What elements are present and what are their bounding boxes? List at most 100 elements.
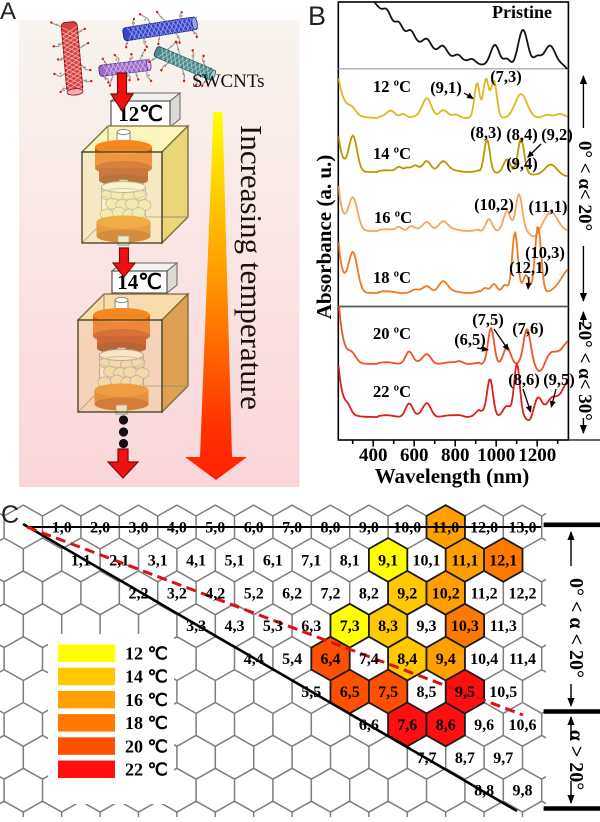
svg-text:Absorbance (a. u.): Absorbance (a. u.) [312, 155, 336, 320]
svg-text:600: 600 [400, 445, 429, 466]
svg-text:20 ℃: 20 ℃ [125, 736, 168, 756]
svg-text:10,3: 10,3 [451, 618, 479, 635]
svg-text:16 ºC: 16 ºC [374, 208, 412, 227]
svg-text:(9,4): (9,4) [506, 154, 538, 173]
svg-text:8,5: 8,5 [417, 684, 437, 701]
svg-text:(10,2): (10,2) [474, 195, 514, 214]
svg-text:(7,6): (7,6) [512, 319, 544, 338]
svg-text:9,8: 9,8 [513, 783, 533, 800]
svg-text:(7,5): (7,5) [472, 310, 504, 329]
svg-text:1,1: 1,1 [71, 552, 91, 569]
svg-text:1,0: 1,0 [52, 520, 72, 537]
svg-text:SWCNTs: SWCNTs [192, 71, 265, 92]
svg-text:7,2: 7,2 [321, 585, 341, 602]
svg-text:(11,1): (11,1) [529, 197, 568, 216]
svg-text:12 ºC: 12 ºC [373, 77, 411, 96]
svg-text:800: 800 [441, 445, 470, 466]
svg-text:8,7: 8,7 [455, 750, 475, 767]
svg-text:12,2: 12,2 [509, 585, 537, 602]
svg-text:9,0: 9,0 [359, 520, 379, 537]
svg-text:8,8: 8,8 [474, 783, 494, 800]
svg-text:1000: 1000 [477, 445, 515, 466]
svg-text:10,4: 10,4 [470, 651, 498, 668]
svg-text:9,3: 9,3 [417, 618, 437, 635]
svg-text:18 ℃: 18 ℃ [125, 713, 168, 733]
svg-text:11,0: 11,0 [432, 520, 459, 537]
svg-text:6,3: 6,3 [301, 618, 321, 635]
svg-text:6,2: 6,2 [282, 585, 302, 602]
svg-text:11,1: 11,1 [451, 552, 478, 569]
svg-text:10,5: 10,5 [489, 684, 517, 701]
svg-text:11,2: 11,2 [471, 585, 498, 602]
svg-text:4,1: 4,1 [186, 552, 206, 569]
svg-text:3,3: 3,3 [186, 618, 206, 635]
svg-text:7,1: 7,1 [301, 552, 321, 569]
svg-text:9,7: 9,7 [493, 750, 513, 767]
svg-text:3,1: 3,1 [148, 552, 168, 569]
svg-text:5,5: 5,5 [301, 684, 321, 701]
svg-text:14 ℃: 14 ℃ [125, 667, 168, 687]
svg-text:(8,6): (8,6) [508, 370, 540, 389]
svg-text:9,2: 9,2 [397, 585, 417, 602]
svg-text:8,3: 8,3 [378, 618, 398, 635]
svg-text:5,1: 5,1 [225, 552, 245, 569]
svg-text:8,4: 8,4 [397, 651, 417, 668]
svg-text:6,0: 6,0 [244, 520, 264, 537]
svg-text:5,3: 5,3 [263, 618, 283, 635]
svg-text:(10,3): (10,3) [525, 243, 565, 262]
svg-text:B: B [308, 1, 326, 31]
svg-text:2,2: 2,2 [129, 585, 149, 602]
svg-text:8,6: 8,6 [436, 717, 456, 734]
svg-text:400: 400 [359, 445, 388, 466]
svg-text:4,2: 4,2 [205, 585, 225, 602]
svg-text:6,1: 6,1 [263, 552, 283, 569]
svg-text:Pristine: Pristine [492, 2, 552, 22]
svg-text:0° < α < 20°: 0° < α < 20° [565, 578, 587, 678]
svg-text:5,4: 5,4 [282, 651, 302, 668]
svg-text:18 ºC: 18 ºC [373, 268, 411, 287]
svg-text:(9,1): (9,1) [430, 78, 462, 97]
svg-text:9,4: 9,4 [436, 651, 456, 668]
svg-text:11,3: 11,3 [490, 618, 517, 635]
svg-text:8,1: 8,1 [340, 552, 360, 569]
svg-text:13,0: 13,0 [509, 520, 537, 537]
svg-text:10,2: 10,2 [432, 585, 460, 602]
svg-text:3,0: 3,0 [129, 520, 149, 537]
svg-text:11,4: 11,4 [509, 651, 536, 668]
svg-text:(12,1): (12,1) [509, 258, 549, 277]
svg-text:8,2: 8,2 [359, 585, 379, 602]
svg-text:9,1: 9,1 [378, 552, 398, 569]
svg-text:5,0: 5,0 [205, 520, 225, 537]
svg-text:14 ºC: 14 ºC [373, 144, 411, 163]
svg-text:20 ºC: 20 ºC [373, 324, 411, 343]
svg-text:10,0: 10,0 [393, 520, 421, 537]
svg-text:(7,3): (7,3) [490, 67, 522, 86]
svg-text:6,5: 6,5 [340, 684, 360, 701]
svg-text:(8,4): (8,4) [506, 125, 538, 144]
svg-text:12 ℃: 12 ℃ [125, 644, 168, 664]
svg-text:4,4: 4,4 [244, 651, 264, 668]
svg-text:20° < α< 30°: 20° < α< 30° [574, 321, 595, 421]
svg-text:6,4: 6,4 [321, 651, 341, 668]
svg-text:9,6: 9,6 [474, 717, 494, 734]
svg-text:(9,2): (9,2) [541, 125, 573, 144]
svg-text:12,0: 12,0 [470, 520, 498, 537]
svg-text:4,3: 4,3 [225, 618, 245, 635]
svg-text:0° < α< 20°: 0° < α< 20° [574, 141, 595, 231]
svg-text:Increasing temperature: Increasing temperature [234, 125, 269, 410]
svg-text:C: C [1, 501, 19, 529]
svg-text:7,5: 7,5 [378, 684, 398, 701]
svg-text:7,6: 7,6 [397, 717, 417, 734]
svg-text:2,0: 2,0 [90, 520, 110, 537]
svg-text:9,5: 9,5 [455, 684, 475, 701]
svg-text:12,1: 12,1 [489, 552, 517, 569]
svg-text:Wavelength (nm): Wavelength (nm) [375, 464, 530, 488]
svg-text:3,2: 3,2 [167, 585, 187, 602]
svg-text:5,2: 5,2 [244, 585, 264, 602]
svg-text:6,6: 6,6 [359, 717, 379, 734]
svg-text:4,0: 4,0 [167, 520, 187, 537]
svg-text:(8,3): (8,3) [470, 123, 502, 142]
svg-text:A: A [0, 0, 16, 25]
svg-text:10,6: 10,6 [509, 717, 537, 734]
svg-text:22 ºC: 22 ºC [373, 382, 411, 401]
